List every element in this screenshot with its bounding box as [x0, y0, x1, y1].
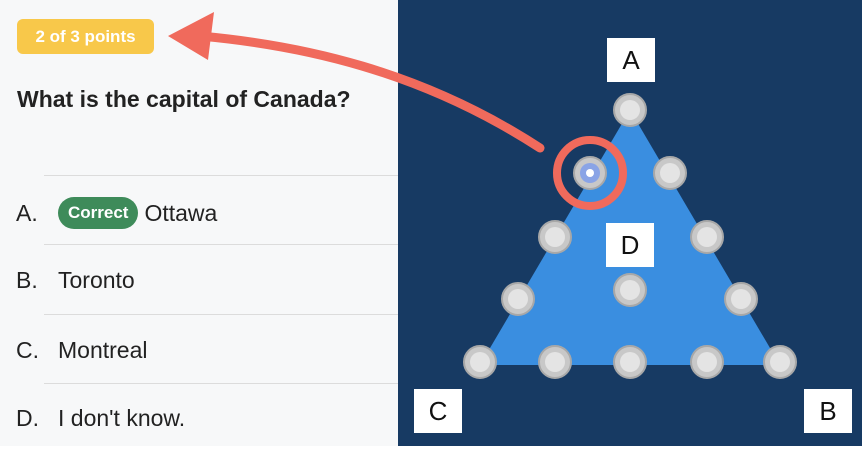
option-letter: A.	[16, 199, 38, 226]
answer-peg[interactable]	[763, 345, 797, 379]
answer-peg-selected[interactable]	[573, 156, 607, 190]
annotation-arrow	[195, 31, 545, 153]
points-badge: 2 of 3 points	[17, 19, 154, 54]
question-panel: 2 of 3 points What is the capital of Can…	[0, 0, 398, 446]
arrow-head-icon	[168, 12, 214, 60]
answer-peg[interactable]	[538, 345, 572, 379]
divider	[44, 383, 398, 384]
option-letter: B.	[16, 266, 38, 293]
triangle-panel: A B C D	[398, 0, 862, 446]
option-b[interactable]: B. Toronto	[16, 260, 135, 300]
selection-highlight-ring	[553, 136, 627, 210]
corner-label-b: B	[804, 389, 852, 433]
divider	[44, 244, 398, 245]
option-text: Montreal	[58, 336, 148, 363]
option-letter: C.	[16, 336, 39, 363]
answer-peg[interactable]	[463, 345, 497, 379]
question-text: What is the capital of Canada?	[17, 86, 351, 112]
option-text: Ottawa	[144, 199, 218, 226]
option-d[interactable]: D. I don't know.	[16, 398, 185, 438]
answer-peg[interactable]	[724, 282, 758, 316]
answer-peg[interactable]	[613, 273, 647, 307]
answer-peg[interactable]	[538, 220, 572, 254]
answer-peg[interactable]	[653, 156, 687, 190]
answer-peg[interactable]	[613, 93, 647, 127]
correct-badge: Correct	[58, 197, 139, 229]
option-text: Toronto	[58, 266, 135, 293]
answer-peg[interactable]	[613, 345, 647, 379]
option-letter: D.	[16, 404, 39, 431]
answer-peg[interactable]	[690, 345, 724, 379]
divider	[44, 175, 398, 176]
divider	[44, 314, 398, 315]
option-text: I don't know.	[58, 404, 186, 431]
option-a[interactable]: A. Correct Ottawa	[16, 193, 217, 233]
option-c[interactable]: C. Montreal	[16, 330, 147, 370]
answer-peg[interactable]	[501, 282, 535, 316]
center-label-d: D	[606, 223, 654, 267]
answer-peg[interactable]	[690, 220, 724, 254]
corner-label-a: A	[607, 38, 655, 82]
corner-label-c: C	[414, 389, 462, 433]
